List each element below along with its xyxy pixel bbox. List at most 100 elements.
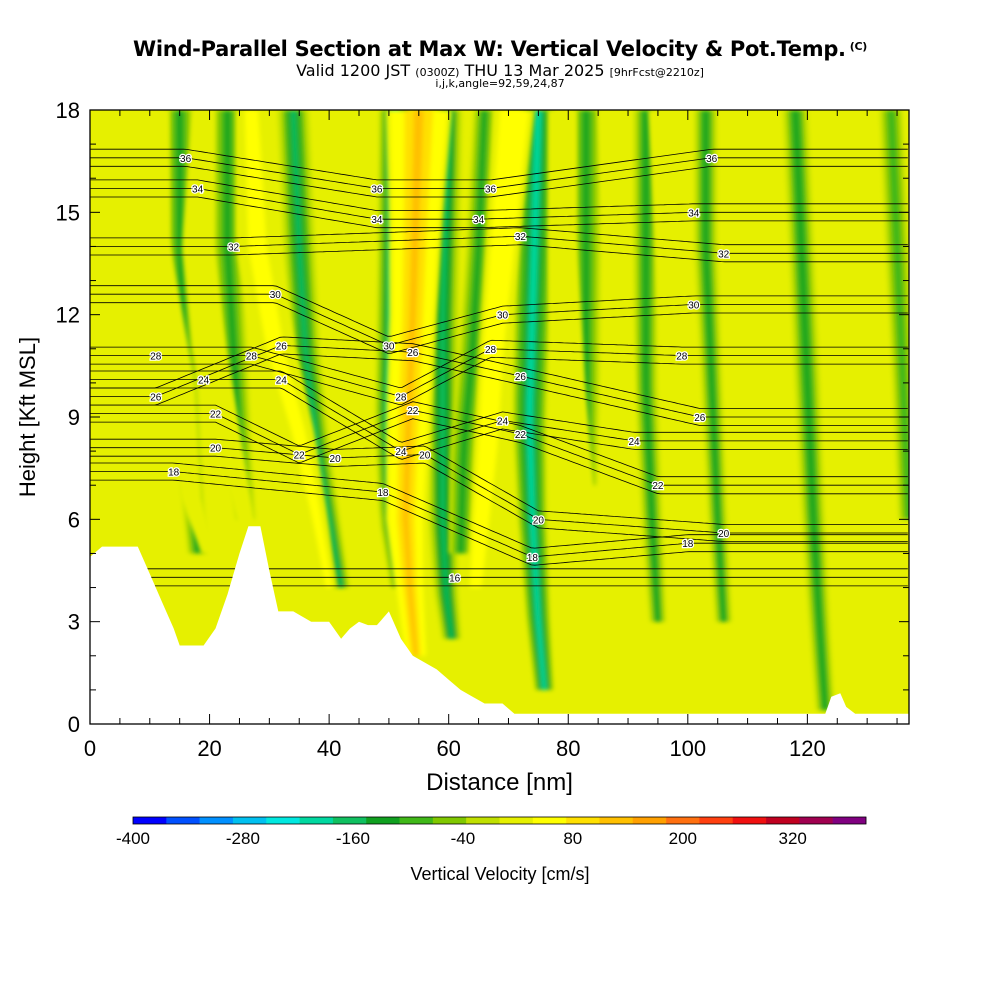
theta-label: 22 bbox=[515, 430, 527, 441]
grid-indices: i,j,k,angle=92,59,24,87 bbox=[435, 77, 565, 90]
velocity-level bbox=[440, 110, 453, 639]
velocity-level bbox=[703, 110, 725, 622]
theta-label: 22 bbox=[652, 481, 664, 492]
colorbar-swatch bbox=[432, 817, 467, 824]
y-tick-label: 15 bbox=[56, 200, 80, 225]
theta-contour-labels: 36 36 36 36 34 34 34 34 32 32 32 30 30 30 30 28 28 28 28 28… bbox=[149, 153, 731, 586]
y-tick-label: 3 bbox=[68, 610, 80, 635]
theta-line bbox=[90, 345, 908, 418]
theta-label: 20 bbox=[419, 451, 431, 462]
colorbar-swatches bbox=[132, 816, 867, 825]
theta-line bbox=[90, 438, 908, 525]
theta-label: 28 bbox=[395, 393, 407, 404]
theta-line bbox=[90, 302, 908, 354]
theta-line bbox=[90, 409, 908, 486]
theta-34-contour bbox=[90, 179, 908, 229]
valid-time-line: Valid 1200 JST (0300Z) THU 13 Mar 2025 [… bbox=[0, 61, 1000, 80]
theta-label: 36 bbox=[180, 154, 192, 165]
velocity-level bbox=[291, 110, 343, 588]
colorbar-swatch bbox=[399, 817, 434, 824]
copyright-mark: (C) bbox=[849, 40, 868, 53]
colorbar-swatch bbox=[832, 817, 867, 824]
colorbar-tick-label: -280 bbox=[226, 829, 260, 848]
x-tick-label: 120 bbox=[789, 736, 826, 761]
colorbar-swatch bbox=[732, 817, 767, 824]
x-tick-label: 20 bbox=[197, 736, 221, 761]
colorbar-swatch bbox=[366, 817, 400, 824]
theta-label: 26 bbox=[694, 413, 706, 424]
colorbar-tick-label: -160 bbox=[336, 829, 370, 848]
y-tick-label: 6 bbox=[68, 507, 80, 532]
theta-line bbox=[90, 235, 908, 254]
theta-26-contour bbox=[90, 336, 908, 426]
x-tick-label: 0 bbox=[84, 736, 96, 761]
colorbar-ticks: -400 -280 -160 -40 80 200 320 bbox=[116, 829, 807, 848]
updraft-band-20 bbox=[720, 110, 779, 711]
theta-16-contour bbox=[90, 568, 908, 587]
downdraft-band-10 bbox=[781, 110, 837, 711]
theta-label: 34 bbox=[473, 215, 485, 226]
theta-label: 18 bbox=[682, 539, 694, 550]
theta-label: 18 bbox=[377, 488, 389, 499]
colorbar-tick-label: -400 bbox=[116, 829, 150, 848]
theta-line bbox=[90, 471, 908, 558]
velocity-level bbox=[195, 110, 259, 588]
theta-label: 26 bbox=[515, 372, 527, 383]
theta-label: 24 bbox=[628, 437, 640, 448]
y-tick-label: 0 bbox=[68, 712, 80, 737]
theta-line bbox=[90, 244, 908, 263]
theta-label: 20 bbox=[210, 444, 222, 455]
colorbar-swatch bbox=[699, 817, 734, 824]
colorbar-swatch bbox=[199, 817, 234, 824]
y-tick-label: 9 bbox=[68, 405, 80, 430]
velocity-level bbox=[522, 110, 549, 690]
theta-label: 30 bbox=[688, 300, 700, 311]
colorbar-swatch bbox=[299, 817, 334, 824]
theta-28-contour bbox=[90, 339, 908, 405]
theta-line bbox=[90, 339, 908, 388]
velocity-level bbox=[147, 110, 211, 554]
colorbar-swatch bbox=[166, 817, 200, 824]
velocity-level bbox=[733, 110, 768, 711]
updraft-band-19 bbox=[648, 110, 713, 711]
theta-line bbox=[90, 370, 908, 443]
theta-line bbox=[90, 401, 908, 478]
theta-label: 20 bbox=[533, 515, 545, 526]
velocity-level bbox=[608, 110, 624, 711]
theta-label: 32 bbox=[228, 242, 240, 253]
theta-line bbox=[90, 188, 908, 220]
velocity-level bbox=[141, 110, 213, 554]
colorbar: -400 -280 -160 -40 80 200 320 Vertical Velocit… bbox=[116, 816, 867, 884]
velocity-level bbox=[527, 110, 546, 690]
colorbar-swatch bbox=[599, 817, 634, 824]
velocity-level bbox=[244, 110, 333, 588]
theta-label: 32 bbox=[718, 249, 730, 260]
theta-label: 32 bbox=[515, 232, 527, 243]
velocity-level bbox=[560, 110, 607, 711]
theta-line bbox=[90, 285, 908, 337]
theta-32-contour bbox=[90, 227, 908, 263]
theta-line bbox=[90, 348, 908, 397]
theta-label: 16 bbox=[449, 573, 461, 584]
velocity-level bbox=[661, 110, 702, 711]
theta-30-contour bbox=[90, 285, 908, 354]
theta-line bbox=[90, 356, 908, 405]
theta-label: 34 bbox=[192, 185, 204, 196]
velocity-level bbox=[144, 110, 212, 554]
velocity-level bbox=[729, 110, 772, 711]
plot-area: 36 36 36 36 34 34 34 34 32 32 32 30 30 30 30 28 28 28 28 28… bbox=[89, 109, 910, 725]
theta-line bbox=[90, 479, 908, 566]
theta-label: 22 bbox=[407, 406, 419, 417]
theta-label: 36 bbox=[485, 185, 497, 196]
theta-line bbox=[90, 157, 908, 189]
updraft-band-15 bbox=[385, 110, 453, 656]
colorbar-swatch bbox=[232, 817, 267, 824]
theta-label: 30 bbox=[383, 341, 395, 352]
colorbar-tick-label: -40 bbox=[451, 829, 476, 848]
updraft-band-12 bbox=[130, 110, 217, 554]
velocity-level bbox=[402, 110, 424, 656]
y-axis-label: Height [Kft MSL] bbox=[15, 337, 40, 497]
theta-label: 28 bbox=[150, 352, 162, 363]
colorbar-swatch bbox=[766, 817, 800, 824]
